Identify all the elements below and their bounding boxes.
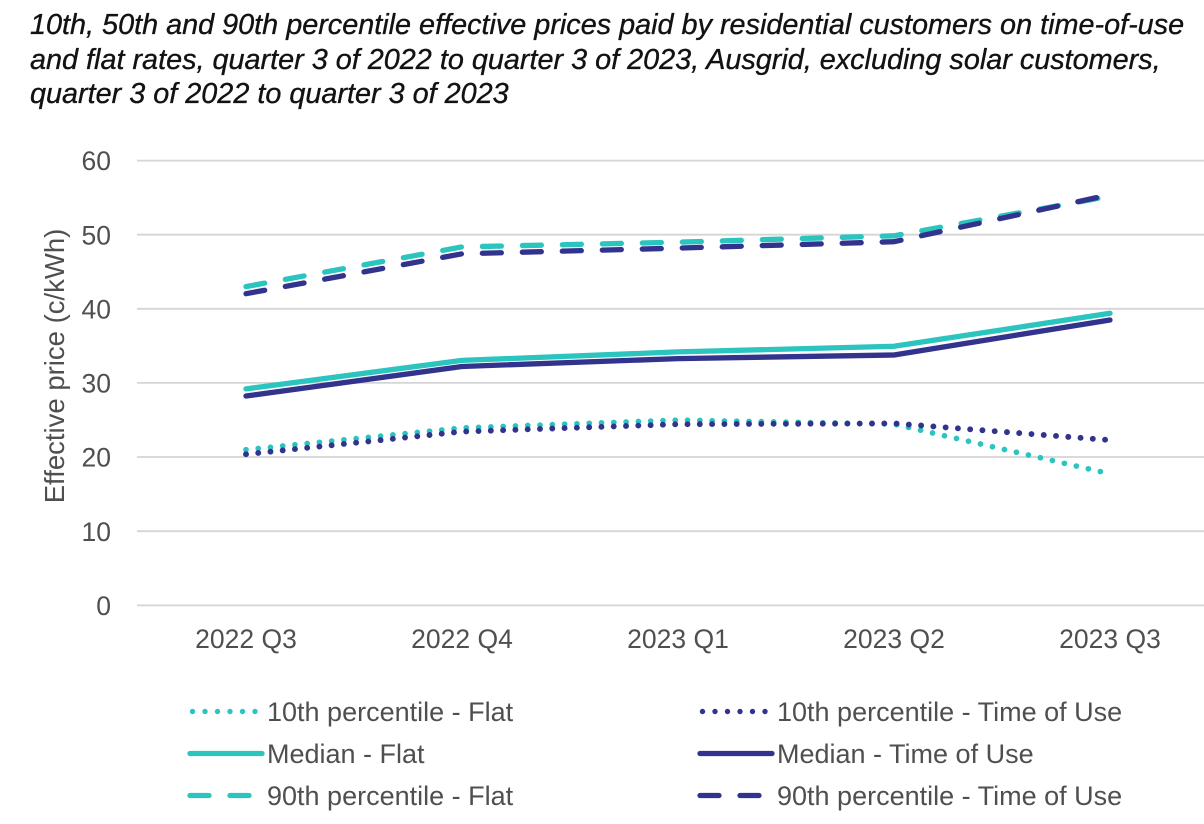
svg-text:0: 0 [96, 591, 111, 621]
svg-text:20: 20 [82, 443, 111, 473]
svg-text:90th percentile - Flat: 90th percentile - Flat [267, 781, 514, 811]
svg-text:60: 60 [82, 146, 111, 176]
svg-text:Median - Time of Use: Median - Time of Use [777, 739, 1034, 769]
svg-text:2022 Q3: 2022 Q3 [195, 624, 297, 654]
svg-text:2023 Q3: 2023 Q3 [1059, 624, 1161, 654]
svg-text:2022 Q4: 2022 Q4 [411, 624, 513, 654]
svg-text:90th percentile - Time of Use: 90th percentile - Time of Use [777, 781, 1122, 811]
svg-text:Median - Flat: Median - Flat [267, 739, 425, 769]
svg-text:Effective price (c/kWh): Effective price (c/kWh) [39, 229, 70, 504]
svg-text:10: 10 [82, 517, 111, 547]
svg-text:50: 50 [82, 220, 111, 250]
svg-text:2023 Q2: 2023 Q2 [843, 624, 945, 654]
svg-text:40: 40 [82, 294, 111, 324]
svg-text:30: 30 [82, 369, 111, 399]
svg-text:10th percentile - Time of Use: 10th percentile - Time of Use [777, 697, 1122, 727]
svg-text:2023 Q1: 2023 Q1 [627, 624, 729, 654]
svg-text:10th percentile - Flat: 10th percentile - Flat [267, 697, 514, 727]
